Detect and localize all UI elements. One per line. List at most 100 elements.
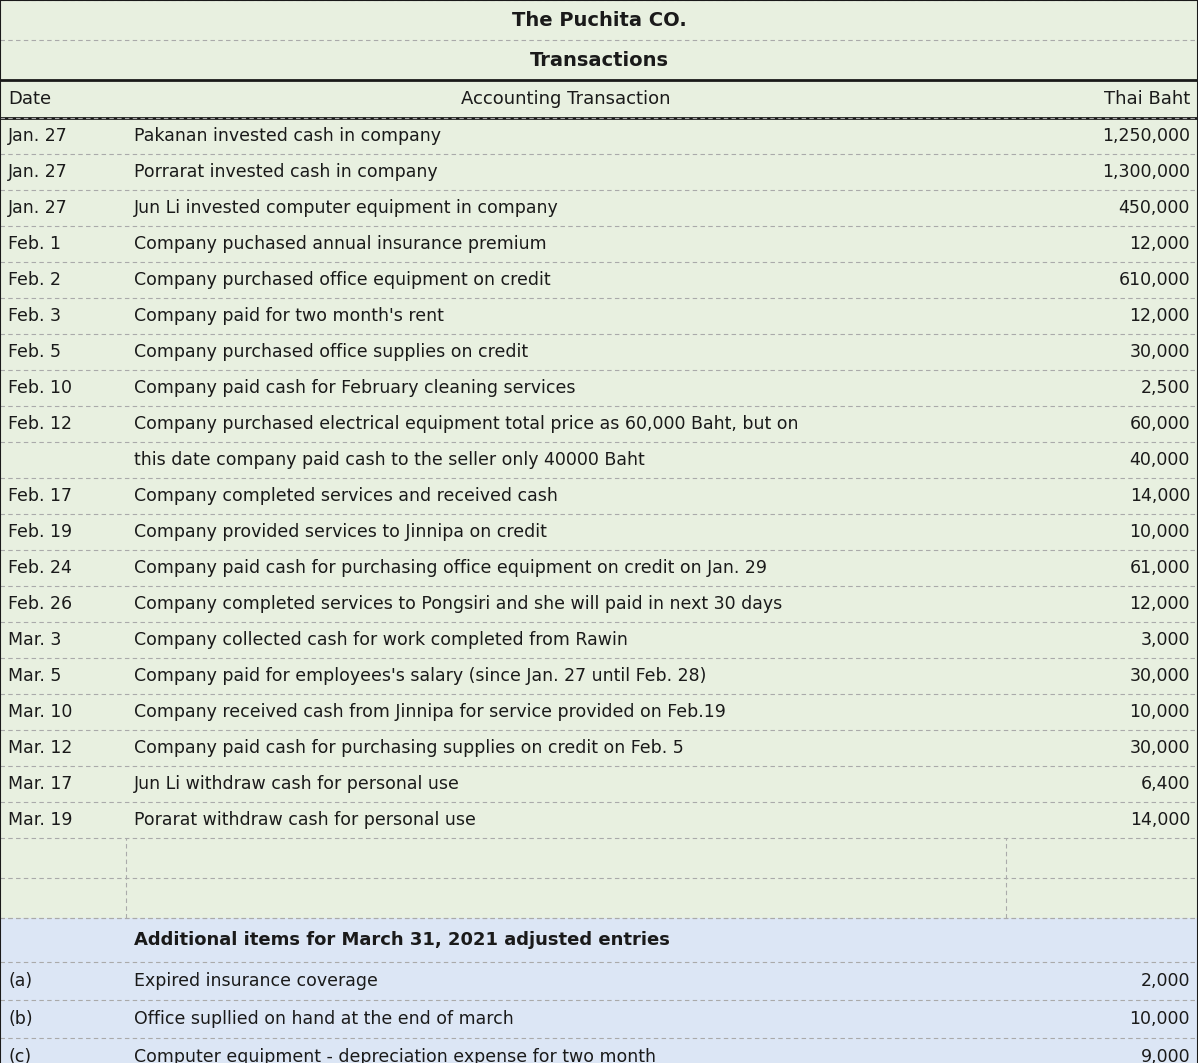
Text: The Puchita CO.: The Puchita CO.: [512, 11, 686, 30]
Text: Jan. 27: Jan. 27: [8, 199, 68, 217]
Text: Expired insurance coverage: Expired insurance coverage: [134, 972, 377, 990]
Text: Company paid for employees's salary (since Jan. 27 until Feb. 28): Company paid for employees's salary (sin…: [134, 667, 706, 685]
Text: 14,000: 14,000: [1130, 811, 1190, 829]
Bar: [0, 962, 1198, 1000]
Text: Mar. 10: Mar. 10: [8, 703, 72, 721]
Text: Date: Date: [8, 90, 52, 108]
Bar: [0, 694, 1198, 730]
Text: Company puchased annual insurance premium: Company puchased annual insurance premiu…: [134, 235, 546, 253]
Text: Company completed services to Pongsiri and she will paid in next 30 days: Company completed services to Pongsiri a…: [134, 595, 782, 613]
Bar: [0, 1000, 1198, 1037]
Text: Jun Li invested computer equipment in company: Jun Li invested computer equipment in co…: [134, 199, 558, 217]
Text: 10,000: 10,000: [1130, 703, 1190, 721]
Text: (a): (a): [8, 972, 32, 990]
Bar: [0, 1037, 1198, 1063]
Bar: [0, 154, 1198, 190]
Text: Mar. 3: Mar. 3: [8, 631, 61, 649]
Bar: [0, 878, 1198, 918]
Text: Feb. 26: Feb. 26: [8, 595, 72, 613]
Text: 12,000: 12,000: [1130, 235, 1190, 253]
Bar: [0, 766, 1198, 802]
Bar: [0, 0, 1198, 40]
Text: 1,300,000: 1,300,000: [1102, 163, 1190, 181]
Bar: [0, 298, 1198, 334]
Text: 12,000: 12,000: [1130, 595, 1190, 613]
Text: Company collected cash for work completed from Rawin: Company collected cash for work complete…: [134, 631, 628, 649]
Bar: [0, 622, 1198, 658]
Text: Jan. 27: Jan. 27: [8, 163, 68, 181]
Text: Feb. 19: Feb. 19: [8, 523, 72, 541]
Text: Company paid cash for February cleaning services: Company paid cash for February cleaning …: [134, 379, 575, 396]
Text: Jun Li withdraw cash for personal use: Jun Li withdraw cash for personal use: [134, 775, 460, 793]
Text: 6,400: 6,400: [1140, 775, 1190, 793]
Bar: [0, 406, 1198, 442]
Bar: [0, 730, 1198, 766]
Text: Company paid cash for purchasing office equipment on credit on Jan. 29: Company paid cash for purchasing office …: [134, 559, 767, 577]
Text: Company purchased office equipment on credit: Company purchased office equipment on cr…: [134, 271, 550, 289]
Bar: [0, 442, 1198, 478]
Text: Company provided services to Jinnipa on credit: Company provided services to Jinnipa on …: [134, 523, 546, 541]
Text: (c): (c): [8, 1048, 31, 1063]
Text: Accounting Transaction: Accounting Transaction: [461, 90, 671, 108]
Bar: [0, 40, 1198, 80]
Text: 61,000: 61,000: [1130, 559, 1190, 577]
Bar: [0, 118, 1198, 154]
Bar: [0, 586, 1198, 622]
Text: Mar. 17: Mar. 17: [8, 775, 72, 793]
Text: 60,000: 60,000: [1130, 415, 1190, 433]
Text: 450,000: 450,000: [1119, 199, 1190, 217]
Text: 10,000: 10,000: [1130, 523, 1190, 541]
Text: 10,000: 10,000: [1130, 1010, 1190, 1028]
Text: Mar. 19: Mar. 19: [8, 811, 73, 829]
Bar: [0, 550, 1198, 586]
Bar: [0, 261, 1198, 298]
Text: 40,000: 40,000: [1130, 451, 1190, 469]
Text: Porarat withdraw cash for personal use: Porarat withdraw cash for personal use: [134, 811, 476, 829]
Text: Company paid for two month's rent: Company paid for two month's rent: [134, 307, 443, 325]
Text: Jan. 27: Jan. 27: [8, 126, 68, 145]
Text: Mar. 12: Mar. 12: [8, 739, 72, 757]
Bar: [0, 370, 1198, 406]
Text: 610,000: 610,000: [1119, 271, 1190, 289]
Text: 3,000: 3,000: [1140, 631, 1190, 649]
Text: 14,000: 14,000: [1130, 487, 1190, 505]
Text: 30,000: 30,000: [1130, 739, 1190, 757]
Bar: [0, 478, 1198, 514]
Text: Office supllied on hand at the end of march: Office supllied on hand at the end of ma…: [134, 1010, 514, 1028]
Bar: [0, 838, 1198, 878]
Bar: [0, 226, 1198, 261]
Bar: [0, 802, 1198, 838]
Text: this date company paid cash to the seller only 40000 Baht: this date company paid cash to the selle…: [134, 451, 645, 469]
Bar: [0, 514, 1198, 550]
Bar: [0, 918, 1198, 962]
Text: (b): (b): [8, 1010, 32, 1028]
Text: Mar. 5: Mar. 5: [8, 667, 61, 685]
Text: Company purchased office supplies on credit: Company purchased office supplies on cre…: [134, 343, 528, 361]
Text: Additional items for March 31, 2021 adjusted entries: Additional items for March 31, 2021 adju…: [134, 931, 670, 949]
Text: Feb. 24: Feb. 24: [8, 559, 72, 577]
Text: 9,000: 9,000: [1140, 1048, 1190, 1063]
Text: Pakanan invested cash in company: Pakanan invested cash in company: [134, 126, 441, 145]
Text: Feb. 10: Feb. 10: [8, 379, 72, 396]
Text: Feb. 17: Feb. 17: [8, 487, 72, 505]
Text: Feb. 12: Feb. 12: [8, 415, 72, 433]
Bar: [0, 80, 1198, 118]
Text: Feb. 3: Feb. 3: [8, 307, 61, 325]
Text: Feb. 1: Feb. 1: [8, 235, 61, 253]
Text: Porrarat invested cash in company: Porrarat invested cash in company: [134, 163, 437, 181]
Text: Company completed services and received cash: Company completed services and received …: [134, 487, 557, 505]
Bar: [0, 190, 1198, 226]
Text: 12,000: 12,000: [1130, 307, 1190, 325]
Text: Computer equipment - depreciation expense for two month: Computer equipment - depreciation expens…: [134, 1048, 655, 1063]
Text: Feb. 2: Feb. 2: [8, 271, 61, 289]
Text: 2,500: 2,500: [1140, 379, 1190, 396]
Text: Company received cash from Jinnipa for service provided on Feb.19: Company received cash from Jinnipa for s…: [134, 703, 726, 721]
Text: 2,000: 2,000: [1140, 972, 1190, 990]
Text: Transactions: Transactions: [530, 51, 668, 69]
Text: 1,250,000: 1,250,000: [1102, 126, 1190, 145]
Text: 30,000: 30,000: [1130, 667, 1190, 685]
Text: Feb. 5: Feb. 5: [8, 343, 61, 361]
Text: Company purchased electrical equipment total price as 60,000 Baht, but on: Company purchased electrical equipment t…: [134, 415, 798, 433]
Bar: [0, 334, 1198, 370]
Text: 30,000: 30,000: [1130, 343, 1190, 361]
